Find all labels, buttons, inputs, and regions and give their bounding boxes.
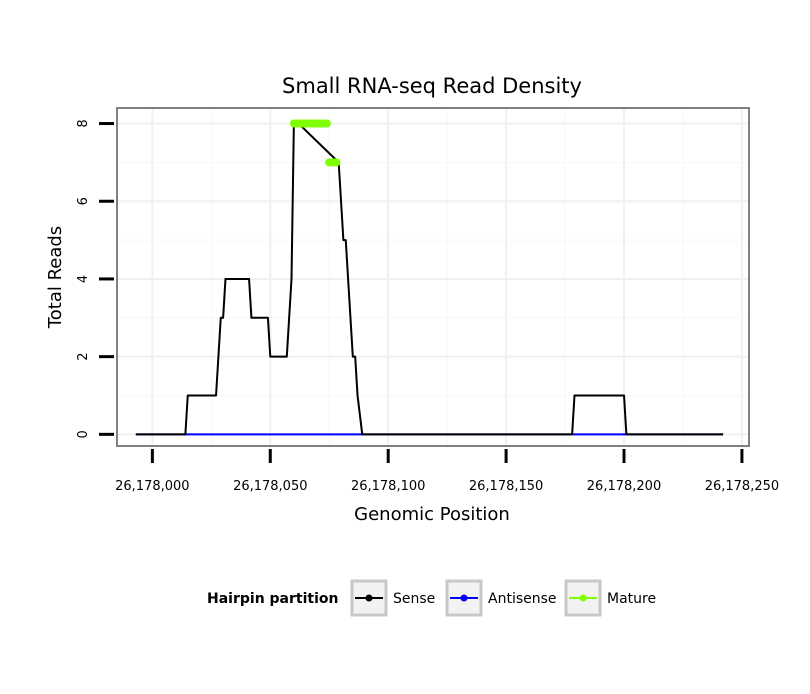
axes: 26,178,000 26,178,050 26,178,100 26,178,150… (76, 119, 779, 494)
x-axis-label: Genomic Position (354, 504, 510, 525)
series-line-sense (135, 122, 724, 436)
x-tick-label: 26,178,000 (115, 479, 189, 494)
y-axis-label: Total Reads (45, 226, 66, 329)
data-point-mature (322, 119, 331, 128)
y-tick-label: 4 (76, 275, 91, 283)
legend-label-mature: Mature (607, 591, 656, 607)
data-point-mature (332, 158, 341, 167)
legend-point-antisense (460, 594, 468, 602)
x-tick-label: 26,178,200 (587, 479, 661, 494)
x-tick-label: 26,178,100 (351, 479, 425, 494)
legend-point-mature (579, 594, 587, 602)
x-tick-label: 26,178,050 (233, 479, 307, 494)
y-tick-label: 0 (76, 430, 91, 438)
x-tick-label: 26,178,250 (705, 479, 779, 494)
legend: Hairpin partition Sense Antisense Mature (207, 579, 656, 617)
legend-point-sense (365, 594, 373, 602)
series-layer (135, 119, 724, 436)
x-tick-label: 26,178,150 (469, 479, 543, 494)
y-tick-label: 8 (76, 119, 91, 127)
plot-panel (117, 108, 749, 446)
plot-border (116, 107, 750, 447)
legend-label-sense: Sense (393, 591, 435, 607)
grid (117, 108, 749, 446)
y-tick-label: 2 (76, 353, 91, 361)
legend-label-antisense: Antisense (488, 591, 557, 607)
chart-title: Small RNA-seq Read Density (282, 74, 582, 98)
y-tick-label: 6 (76, 197, 91, 205)
legend-title: Hairpin partition (207, 591, 338, 607)
